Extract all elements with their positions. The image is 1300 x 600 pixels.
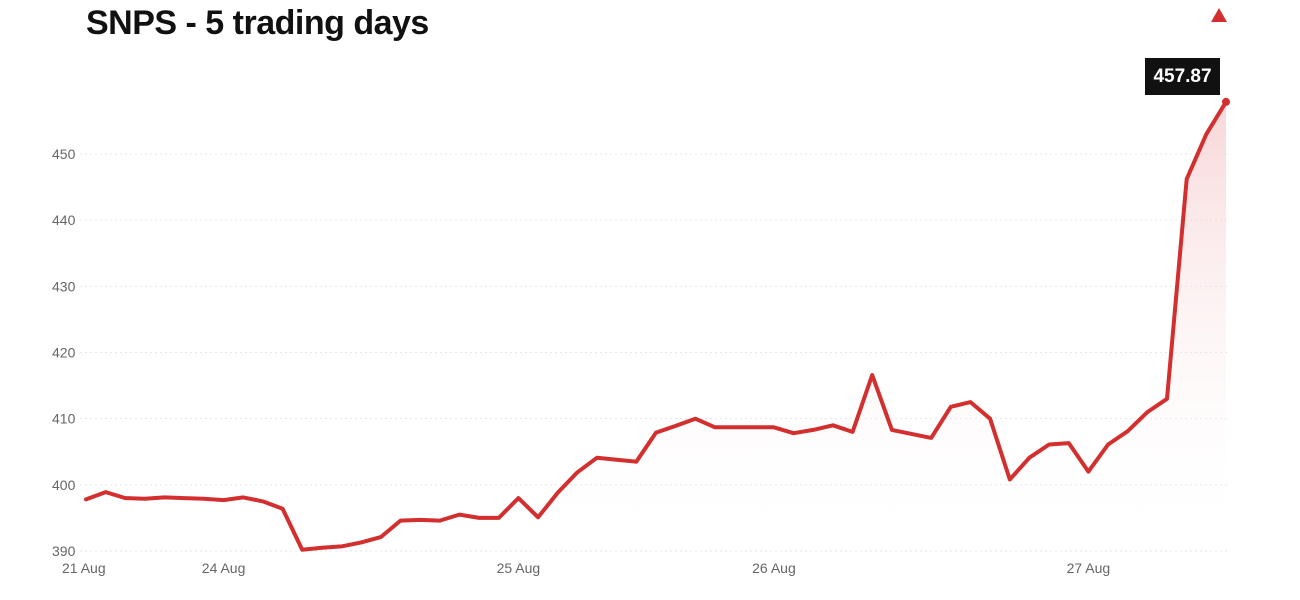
y-tick-label: 450 <box>52 146 76 162</box>
x-tick-label: 24 Aug <box>202 560 246 576</box>
y-axis-ticks: 390 400 410 420 430 440 450 <box>52 146 76 559</box>
y-tick-label: 420 <box>52 345 76 361</box>
x-tick-label: 25 Aug <box>497 560 541 576</box>
y-tick-label: 430 <box>52 278 76 294</box>
y-tick-label: 410 <box>52 411 76 427</box>
x-tick-label: 26 Aug <box>752 560 796 576</box>
y-tick-label: 400 <box>52 477 76 493</box>
x-tick-label: 27 Aug <box>1067 560 1111 576</box>
y-tick-label: 390 <box>52 543 76 559</box>
y-tick-label: 440 <box>52 212 76 228</box>
last-price-badge: 457.87 <box>1145 58 1220 95</box>
last-price-point <box>1222 97 1230 106</box>
price-line <box>84 99 1228 552</box>
chart-title: SNPS - 5 trading days <box>86 4 429 42</box>
x-axis-ticks: 21 Aug 24 Aug 25 Aug 26 Aug 27 Aug <box>62 560 1110 576</box>
up-triangle-icon <box>1211 8 1227 22</box>
x-tick-label: 21 Aug <box>62 560 106 576</box>
price-area <box>86 101 1226 552</box>
